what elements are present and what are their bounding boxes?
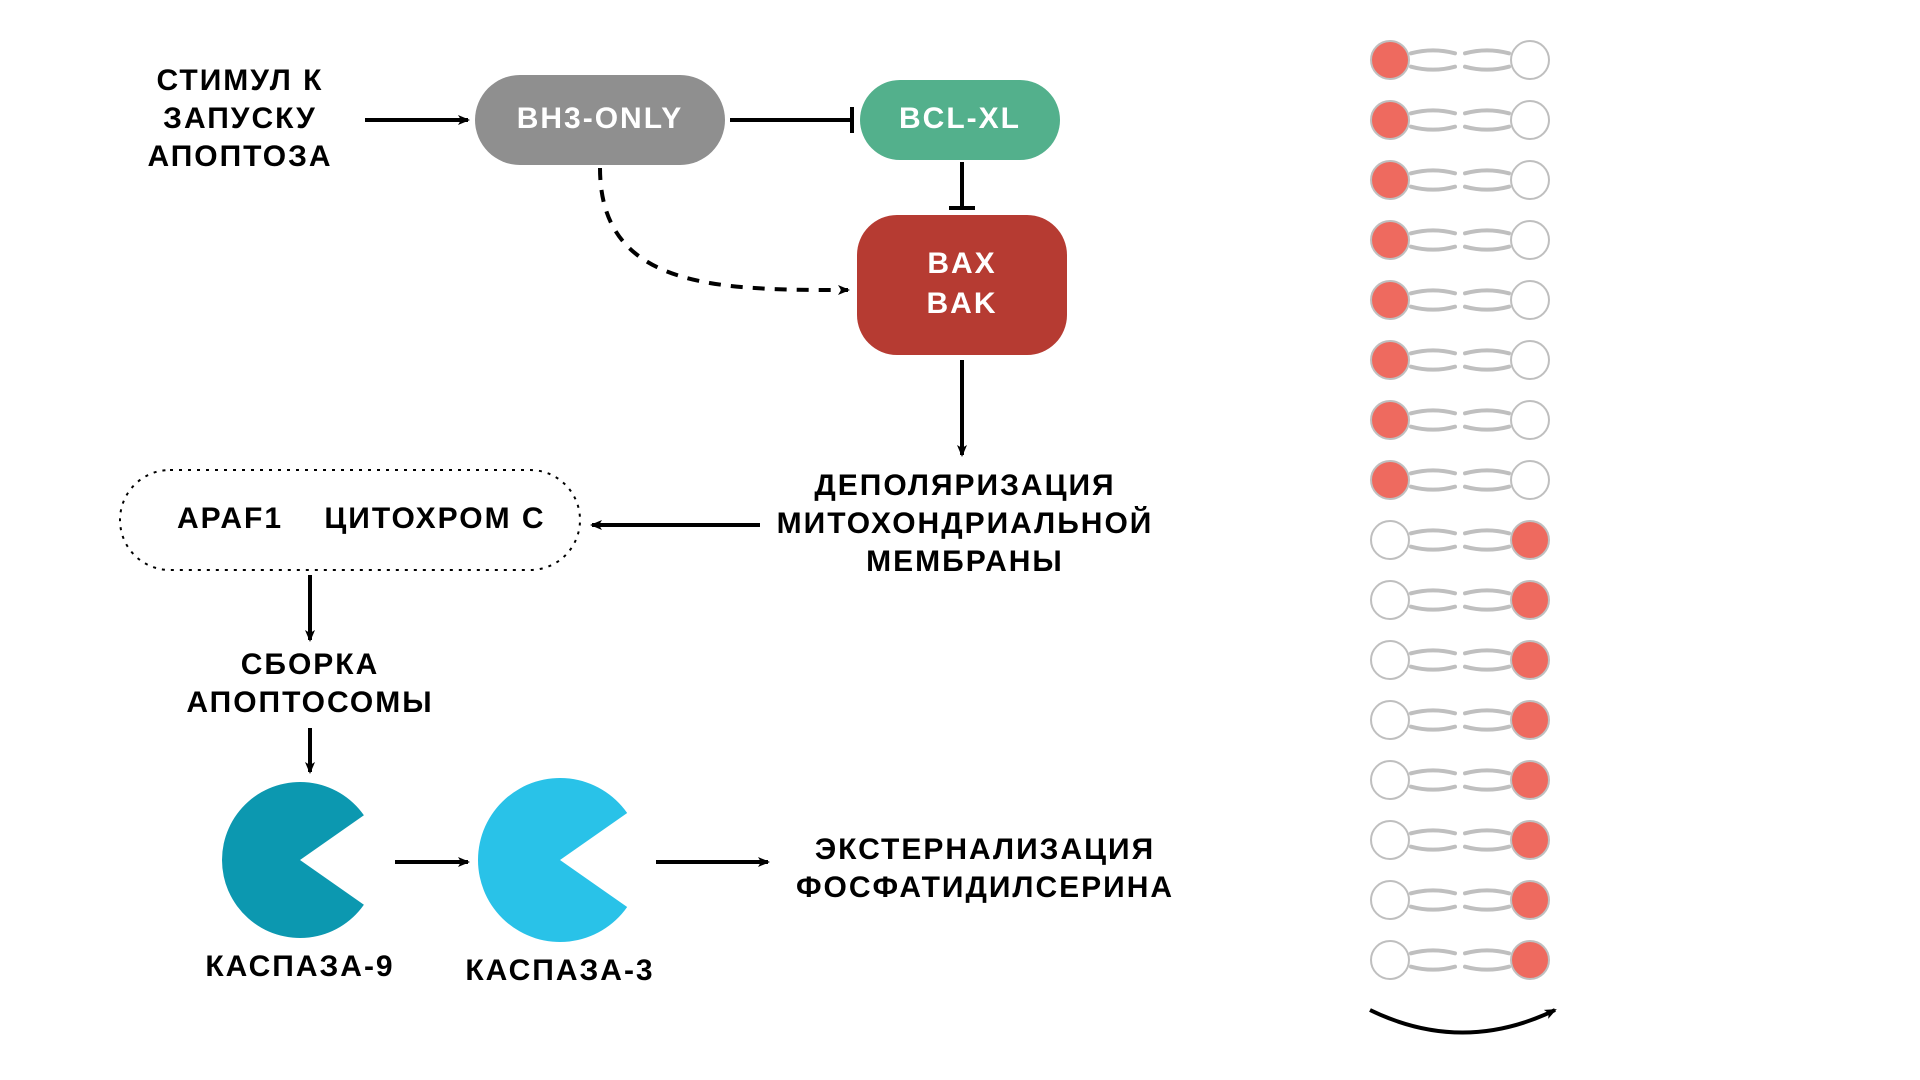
svg-text:АПОПТОСОМЫ: АПОПТОСОМЫ [186, 686, 433, 719]
svg-text:СТИМУЛ К: СТИМУЛ К [156, 64, 323, 97]
externalization-label: ЭКСТЕРНАЛИЗАЦИЯ ФОСФАТИДИЛСЕРИНА [796, 833, 1174, 904]
depolarization-label: ДЕПОЛЯРИЗАЦИЯ МИТОХОНДРИАЛЬНОЙ МЕМБРАНЫ [777, 469, 1154, 578]
svg-text:BH3-ONLY: BH3-ONLY [517, 102, 684, 135]
svg-text:КАСПАЗА-9: КАСПАЗА-9 [205, 950, 394, 983]
apaf-cytochrome-node: APAF1 ЦИТОХРОМ С [120, 470, 580, 570]
svg-text:ЦИТОХРОМ С: ЦИТОХРОМ С [324, 502, 545, 535]
svg-text:ЗАПУСКУ: ЗАПУСКУ [163, 102, 317, 135]
svg-text:ЭКСТЕРНАЛИЗАЦИЯ: ЭКСТЕРНАЛИЗАЦИЯ [815, 833, 1155, 866]
apoptosome-label: СБОРКА АПОПТОСОМЫ [186, 648, 433, 719]
bcl-xl-node: BCL-XL [860, 80, 1060, 160]
svg-text:МИТОХОНДРИАЛЬНОЙ: МИТОХОНДРИАЛЬНОЙ [777, 506, 1154, 540]
apoptosis-diagram: СТИМУЛ К ЗАПУСКУ АПОПТОЗА BH3-ONLY BCL-XL BAX… [0, 0, 1920, 1080]
svg-text:МЕМБРАНЫ: МЕМБРАНЫ [866, 545, 1064, 578]
bh3-only-node: BH3-ONLY [475, 75, 725, 165]
svg-text:АПОПТОЗА: АПОПТОЗА [147, 140, 332, 173]
stimulus-label: СТИМУЛ К ЗАПУСКУ АПОПТОЗА [147, 64, 332, 173]
svg-text:СБОРКА: СБОРКА [241, 648, 380, 681]
svg-text:BAX: BAX [927, 247, 996, 280]
caspase-3-node: КАСПАЗА-3 [465, 778, 654, 987]
svg-text:APAF1: APAF1 [177, 502, 283, 535]
membrane-flip-arrow [1370, 1010, 1555, 1033]
svg-text:ФОСФАТИДИЛСЕРИНА: ФОСФАТИДИЛСЕРИНА [796, 871, 1174, 904]
svg-text:BCL-XL: BCL-XL [899, 102, 1021, 135]
svg-text:КАСПАЗА-3: КАСПАЗА-3 [465, 954, 654, 987]
bax-bak-node: BAX BAK [857, 215, 1067, 355]
caspase-9-node: КАСПАЗА-9 [205, 782, 394, 983]
svg-text:ДЕПОЛЯРИЗАЦИЯ: ДЕПОЛЯРИЗАЦИЯ [814, 469, 1115, 502]
membrane-bilayer [1370, 41, 1555, 1033]
svg-text:BAK: BAK [927, 287, 998, 320]
